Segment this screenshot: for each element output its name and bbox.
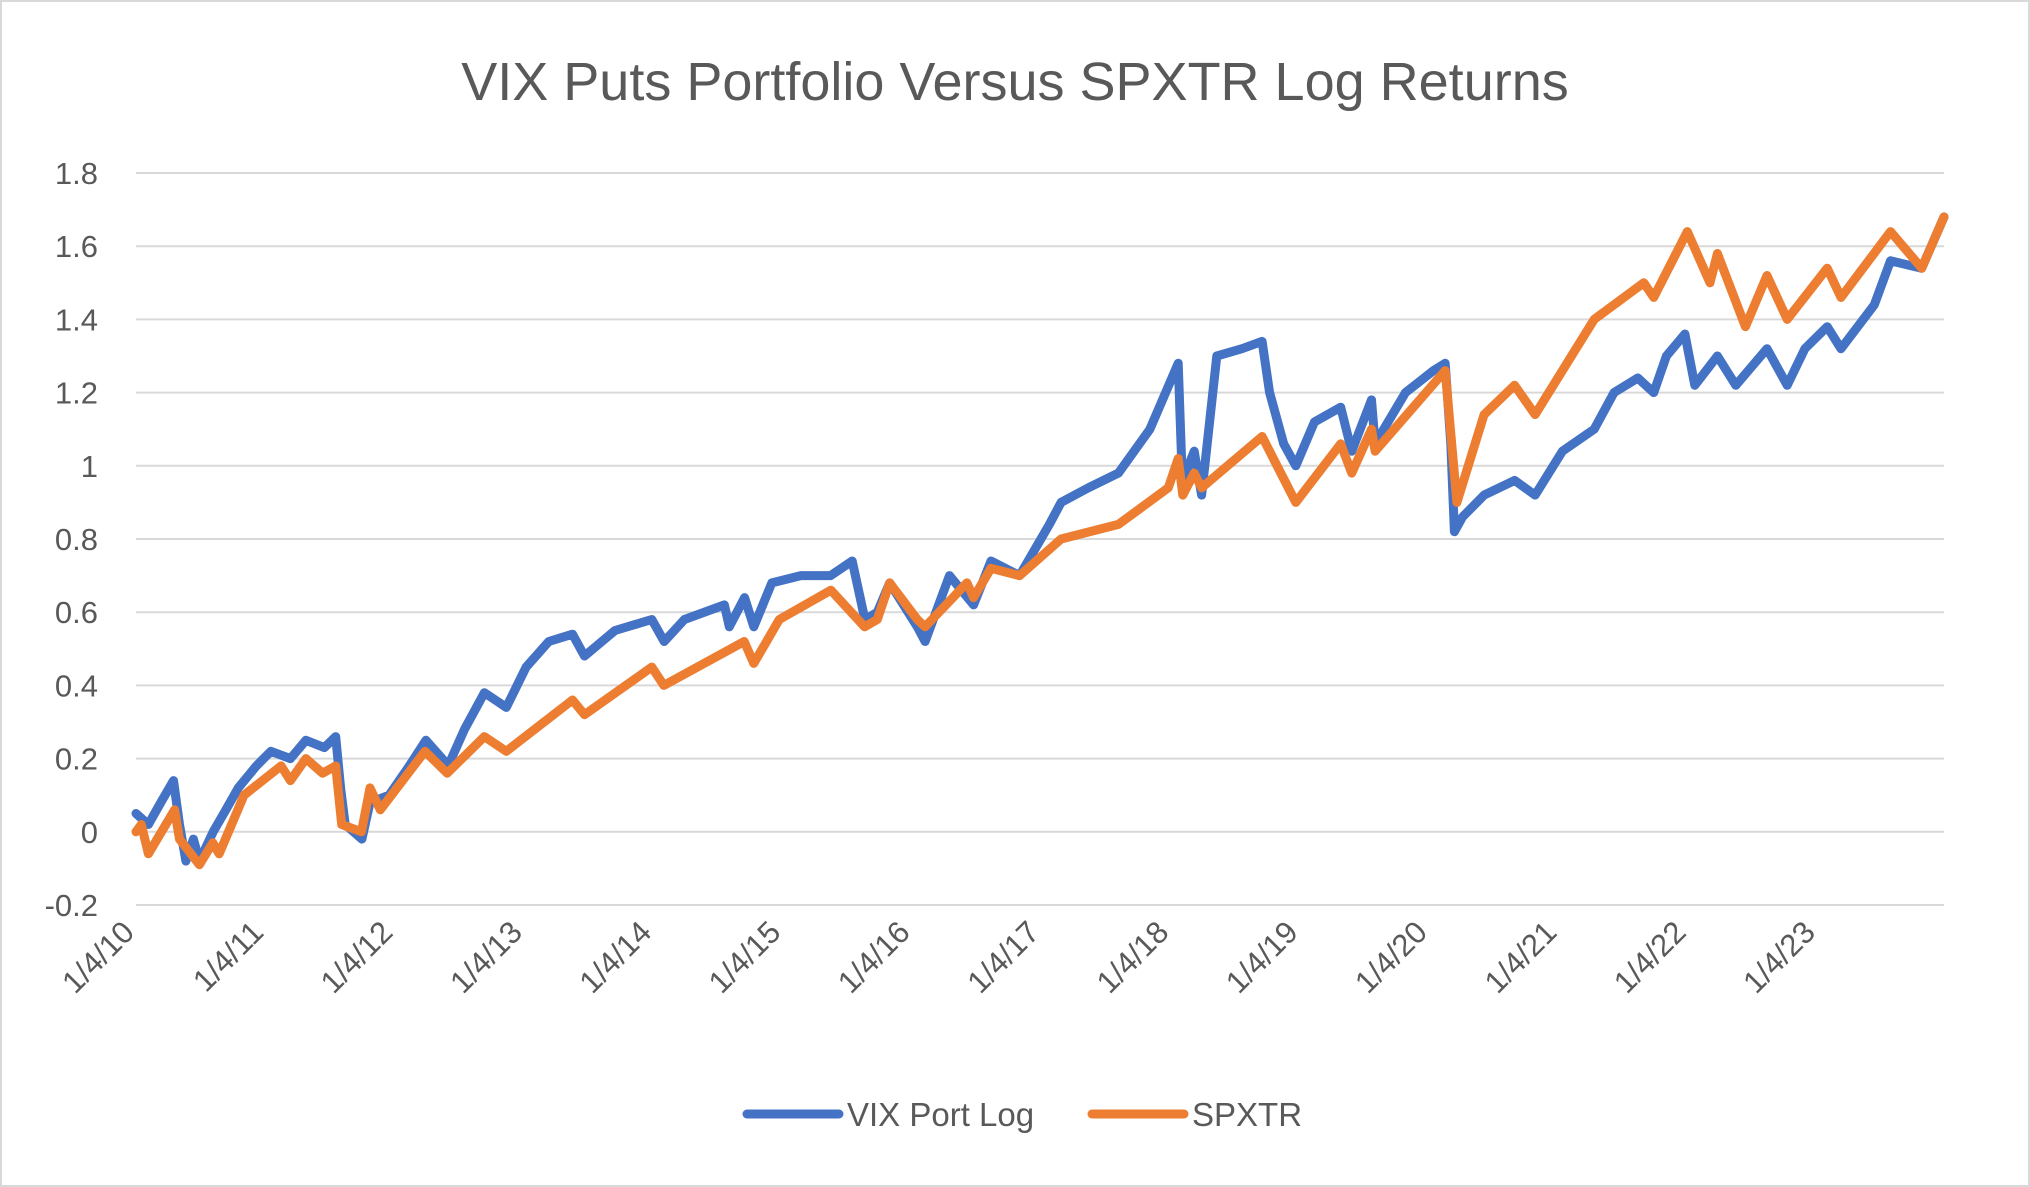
x-tick-label: 1/4/22 (1607, 914, 1693, 1000)
x-tick-label: 1/4/17 (960, 914, 1046, 1000)
x-tick-label: 1/4/19 (1219, 914, 1305, 1000)
x-tick-label: 1/4/18 (1090, 914, 1176, 1000)
x-tick-label: 1/4/12 (314, 914, 400, 1000)
y-tick-label: 1 (81, 449, 98, 484)
y-tick-label: 0.2 (55, 742, 98, 777)
x-tick-label: 1/4/16 (831, 914, 917, 1000)
y-tick-label: 0.4 (55, 668, 98, 703)
chart-title: VIX Puts Portfolio Versus SPXTR Log Retu… (461, 52, 1569, 112)
x-tick-label: 1/4/13 (443, 914, 529, 1000)
y-tick-label: 0.8 (55, 522, 98, 557)
y-tick-label: 1.2 (55, 376, 98, 411)
y-axis-ticks: -0.2 0 0.2 0.4 0.6 0.8 1 1.2 1.4 1.6 1.8 (45, 156, 98, 923)
y-tick-label: 1.4 (55, 302, 98, 337)
x-axis-ticks: 1/4/10 1/4/11 1/4/12 1/4/13 1/4/14 1/4/15 1/4/… (55, 914, 1822, 1000)
x-tick-label: 1/4/14 (572, 914, 658, 1000)
series-line-spxtr (131, 212, 1949, 870)
y-tick-label: 0.6 (55, 595, 98, 630)
x-tick-label: 1/4/21 (1478, 914, 1564, 1000)
legend-label: VIX Port Log (847, 1096, 1034, 1133)
x-tick-label: 1/4/15 (702, 914, 788, 1000)
y-tick-label: -0.2 (45, 888, 98, 923)
x-tick-label: 1/4/23 (1736, 914, 1822, 1000)
x-tick-label: 1/4/10 (55, 914, 141, 1000)
legend: VIX Port Log SPXTR (742, 1096, 1302, 1133)
y-tick-label: 1.6 (55, 229, 98, 264)
y-tick-label: 0 (81, 815, 98, 850)
series-lines (131, 212, 1949, 870)
y-tick-label: 1.8 (55, 156, 98, 191)
legend-label: SPXTR (1192, 1096, 1302, 1133)
x-tick-label: 1/4/11 (186, 914, 270, 998)
x-tick-label: 1/4/20 (1348, 914, 1434, 1000)
